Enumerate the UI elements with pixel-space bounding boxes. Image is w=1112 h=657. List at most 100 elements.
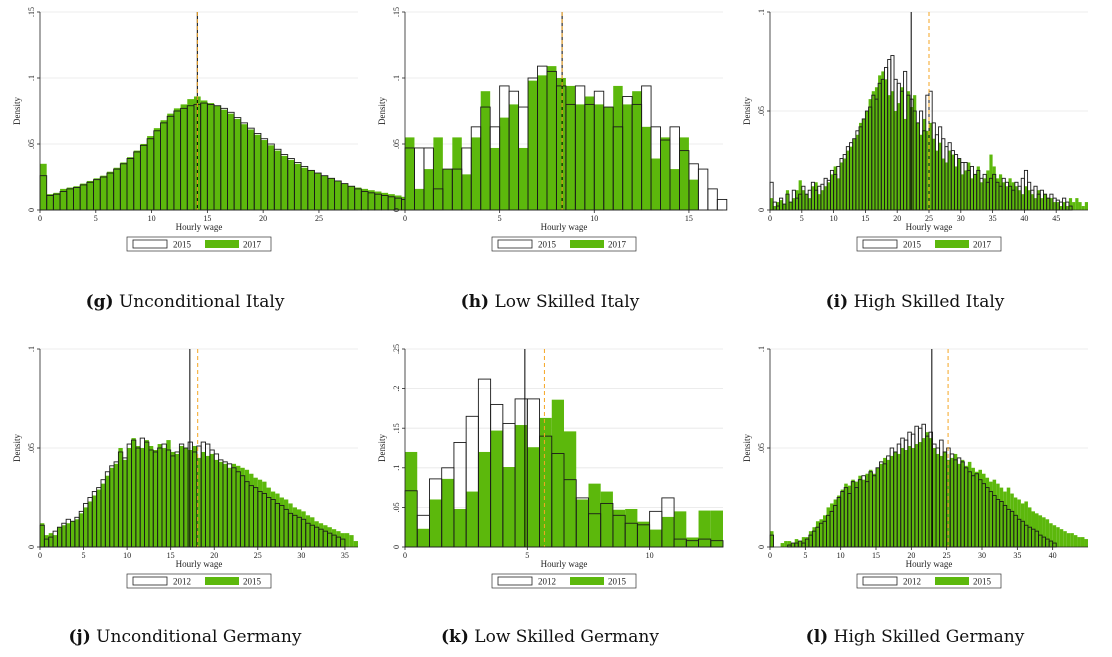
legend-label: 2015 (903, 240, 922, 250)
x-tick-label: 15 (167, 551, 175, 560)
bar-2017 (260, 140, 268, 210)
bar-2017 (287, 159, 295, 210)
bar-2015 (932, 448, 937, 547)
bar-2017 (804, 194, 809, 210)
bar-2017 (113, 167, 121, 210)
bar-2017 (941, 158, 945, 210)
bar-2015 (105, 475, 110, 547)
bar-2017 (66, 187, 74, 210)
bar-2017 (86, 180, 94, 210)
bar-2015 (925, 432, 929, 547)
bar-2017 (874, 87, 879, 210)
bar-2017 (944, 162, 949, 210)
bar-2015 (815, 521, 820, 547)
legend-swatch-2017 (205, 240, 239, 248)
legend-label: 2012 (173, 577, 191, 587)
bar-2017 (480, 91, 491, 210)
x-axis-label: Hourly wage (176, 222, 223, 232)
bar-2017 (785, 190, 790, 210)
x-tick-label: 0 (403, 214, 407, 223)
y-axis-label: Density (377, 434, 387, 462)
x-tick-label: 5 (803, 551, 807, 560)
bar-2015 (854, 481, 859, 547)
bar-2017 (641, 126, 652, 210)
bar-2015 (914, 444, 919, 547)
x-tick-label: 10 (123, 551, 131, 560)
bar-2015 (441, 478, 454, 547)
bar-2015 (87, 501, 93, 547)
bar-2017 (1018, 190, 1022, 210)
bar-2015 (515, 425, 528, 547)
bar-2015 (637, 521, 650, 547)
legend-label: 2017 (973, 240, 992, 250)
bar-2017 (613, 85, 623, 210)
bar-2017 (865, 111, 869, 210)
bar-2015 (837, 495, 841, 547)
bar-2017 (957, 158, 961, 210)
x-tick-label: 10 (148, 214, 156, 223)
chart-panel-k: 0 .05 .1 .15 .2 .25 0 5 10 Hourly wage Density 2012… (365, 337, 735, 657)
bar-2017 (490, 147, 500, 210)
bar-2015 (861, 479, 866, 547)
y-axis-label: Density (742, 97, 752, 125)
x-tick-label: 25 (315, 214, 323, 223)
y-tick-label: 0 (27, 545, 36, 549)
bar-2015 (227, 467, 232, 547)
bar-2015 (661, 516, 675, 547)
bar-2017 (584, 96, 595, 210)
x-tick-label: 15 (872, 551, 880, 560)
y-tick-label: 0 (757, 545, 766, 549)
bar-2017 (374, 191, 382, 210)
bar-2015 (974, 471, 979, 547)
y-tick-label: .05 (757, 443, 766, 453)
bar-2015 (1013, 497, 1018, 547)
bar-2015 (900, 448, 905, 547)
bar-2015 (907, 446, 912, 547)
bar-2017 (855, 134, 860, 210)
bar-2017 (913, 95, 917, 210)
bar-2015 (53, 535, 58, 547)
bar-2017 (140, 144, 148, 210)
bar-2015 (1010, 493, 1014, 547)
bar-2017 (1027, 190, 1031, 210)
bar-2015 (985, 477, 990, 547)
bar-2015 (175, 453, 180, 547)
bar-2015 (886, 459, 891, 547)
bar-2017 (849, 146, 853, 210)
bar-2015 (70, 521, 75, 547)
bar-2015 (812, 527, 816, 547)
bar-2017 (836, 178, 840, 210)
legend-swatch-2015 (205, 577, 239, 585)
bar-2017 (314, 173, 322, 210)
bar-2015 (943, 451, 947, 547)
bar-2015 (921, 438, 926, 547)
caption-i: (i) High Skilled Italy (825, 292, 1005, 312)
bar-2015 (911, 448, 915, 547)
x-tick-label: 10 (837, 551, 845, 560)
bar-2015 (716, 198, 728, 211)
bar-2017 (471, 137, 481, 210)
caption-l: (l) High Skilled Germany (805, 627, 1025, 647)
bar-2017 (782, 204, 786, 210)
bar-2015 (564, 431, 577, 547)
x-tick-label: 0 (38, 551, 42, 560)
bar-2015 (122, 459, 128, 547)
x-tick-label: 35 (1013, 551, 1021, 560)
y-tick-label: .1 (392, 465, 401, 471)
y-tick-label: .15 (392, 7, 401, 17)
bar-2017 (180, 104, 188, 210)
y-tick-label: .15 (392, 423, 401, 433)
x-tick-label: 35 (341, 551, 349, 560)
bar-2015 (1077, 537, 1081, 547)
y-tick-label: .05 (392, 502, 401, 512)
bar-2015 (649, 529, 662, 547)
bar-2015 (323, 525, 328, 547)
bar-2015 (588, 483, 601, 547)
bar-2017 (1059, 206, 1063, 210)
bar-2017 (1040, 198, 1044, 210)
bar-2017 (1005, 186, 1009, 210)
bar-2017 (414, 188, 424, 210)
bar-2015 (808, 531, 813, 547)
bar-2015 (957, 463, 961, 547)
bar-2017 (979, 182, 984, 210)
